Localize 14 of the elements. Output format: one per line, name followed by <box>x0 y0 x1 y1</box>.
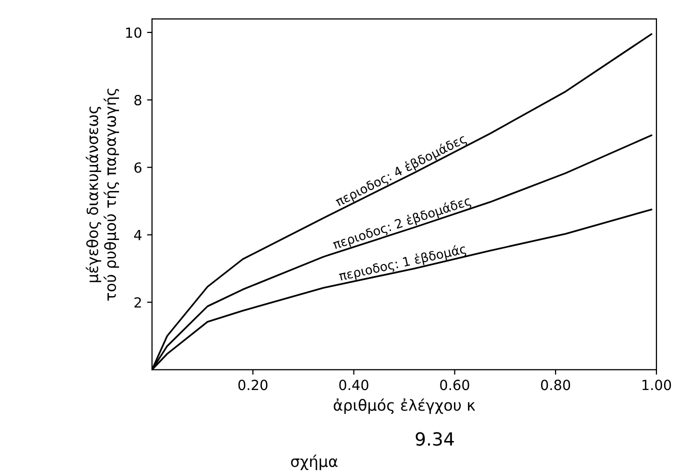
x-tick-label: 0.20 <box>238 380 268 390</box>
y-tick-label: 2 <box>134 297 141 308</box>
x-tick-label: 1.00 <box>642 380 671 390</box>
y-tick-label: 4 <box>134 230 142 240</box>
x-tick-label: 0.60 <box>440 380 470 390</box>
text: σχήμα <box>291 454 338 470</box>
x-axis-title: ἀριθμός ἐλέγχου κ <box>334 398 476 414</box>
x-tick-label: 0.80 <box>541 380 570 390</box>
y-axis-title: μέγεθος διακυμάνσεως τού ρυθμού τής παραγωγής <box>86 88 120 301</box>
y-tick-label: 6 <box>134 162 142 173</box>
y-tick-label: 10 <box>126 27 142 38</box>
y-tick-label: 8 <box>134 94 142 106</box>
text: 9.34 <box>416 432 454 446</box>
x-tick-label: 0.40 <box>339 380 368 390</box>
